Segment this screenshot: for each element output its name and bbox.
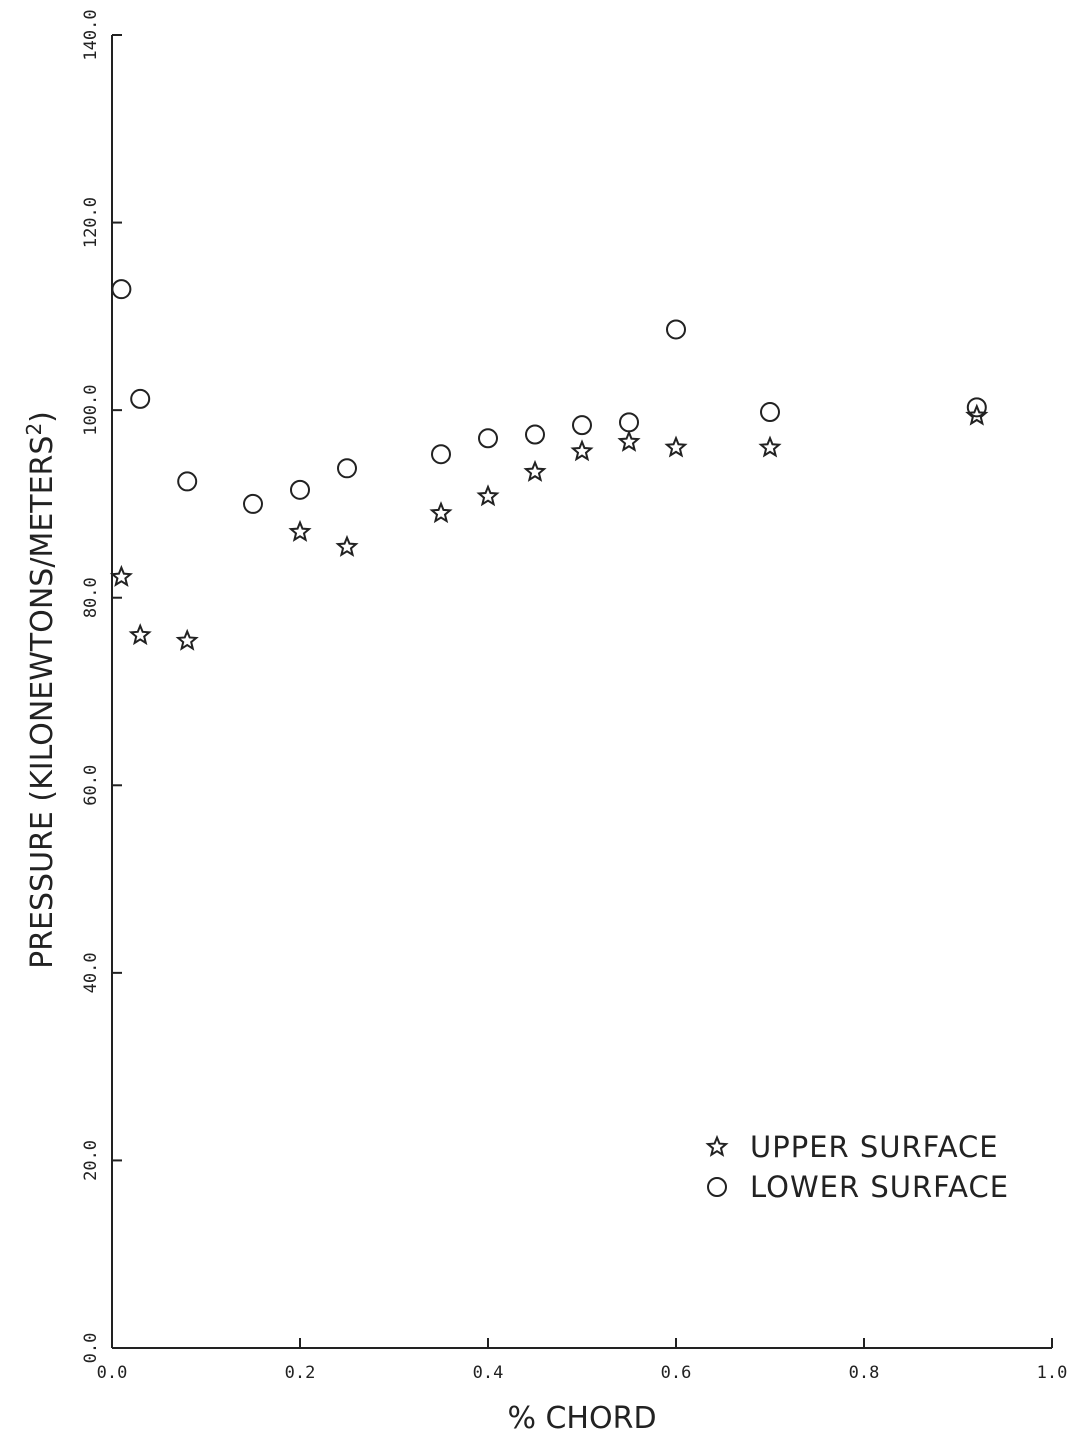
- lower-surface-point: [760, 402, 780, 423]
- legend-marker-lower: [707, 1177, 727, 1197]
- upper-surface-point: [758, 435, 782, 458]
- y-tick-label: 80.0: [81, 577, 101, 618]
- y-tick-label: 120.0: [81, 197, 101, 248]
- lower-surface-point: [619, 412, 639, 433]
- lower-surface-point: [337, 458, 357, 479]
- x-tick-label: 0.0: [97, 1363, 128, 1383]
- upper-surface-point: [523, 459, 547, 482]
- x-tick-label: 0.6: [661, 1363, 692, 1383]
- lower-surface-point: [431, 444, 451, 465]
- ticks: 0.0 0.2 0.4 0.6 0.8 1.0 0.0 20.0 40.0 60.0 80.0 100…: [81, 9, 1067, 1383]
- legend-label-upper: UPPER SURFACE: [750, 1130, 999, 1164]
- y-axis-label-superscript: 2: [22, 423, 46, 436]
- y-tick-label: 20.0: [81, 1140, 101, 1181]
- lower-surface-point: [177, 471, 198, 492]
- y-tick-label: 60.0: [81, 765, 101, 806]
- legend-marker-upper: [705, 1134, 729, 1157]
- upper-surface-point: [288, 519, 312, 542]
- lower-surface-point: [572, 415, 592, 436]
- y-tick-label: 100.0: [81, 385, 101, 436]
- y-axis-label-close: ): [25, 411, 60, 423]
- x-tick-label: 0.2: [285, 1363, 316, 1383]
- lower-surface-point: [525, 424, 545, 445]
- y-tick-label: 40.0: [81, 952, 101, 993]
- upper-surface-point: [128, 623, 152, 646]
- upper-surface-point: [664, 435, 688, 458]
- legend: UPPER SURFACE LOWER SURFACE: [705, 1130, 1009, 1204]
- lower-surface-point: [290, 479, 310, 500]
- x-tick-label: 0.8: [849, 1363, 880, 1383]
- lower-surface-point: [243, 493, 263, 514]
- star-marker-icon: [705, 1134, 729, 1157]
- upper-surface-point: [175, 628, 199, 651]
- upper-surface-point: [335, 534, 359, 557]
- x-axis-label: % CHORD: [507, 1401, 656, 1436]
- lower-surface-point: [111, 279, 132, 300]
- legend-label-lower: LOWER SURFACE: [750, 1170, 1009, 1204]
- x-tick-label: 1.0: [1037, 1363, 1068, 1383]
- data-points: [109, 279, 989, 651]
- axes: [111, 35, 1052, 1349]
- upper-surface-point: [429, 501, 453, 524]
- upper-surface-point: [476, 484, 500, 507]
- x-tick-label: 0.4: [473, 1363, 504, 1383]
- y-axis-label: PRESSURE (KILONEWTONS/METERS2): [22, 411, 60, 969]
- y-tick-label: 0.0: [81, 1333, 101, 1364]
- upper-surface-point: [109, 564, 133, 587]
- circle-marker-icon: [707, 1177, 727, 1197]
- lower-surface-point: [966, 397, 987, 418]
- y-axis-label-main: PRESSURE (KILONEWTONS/METERS: [25, 436, 60, 969]
- upper-surface-point: [570, 439, 594, 462]
- lower-surface-point: [130, 388, 151, 409]
- upper-surface-point: [617, 429, 641, 452]
- lower-surface-point: [666, 319, 686, 340]
- lower-surface-point: [478, 428, 498, 449]
- y-tick-label: 140.0: [81, 9, 101, 60]
